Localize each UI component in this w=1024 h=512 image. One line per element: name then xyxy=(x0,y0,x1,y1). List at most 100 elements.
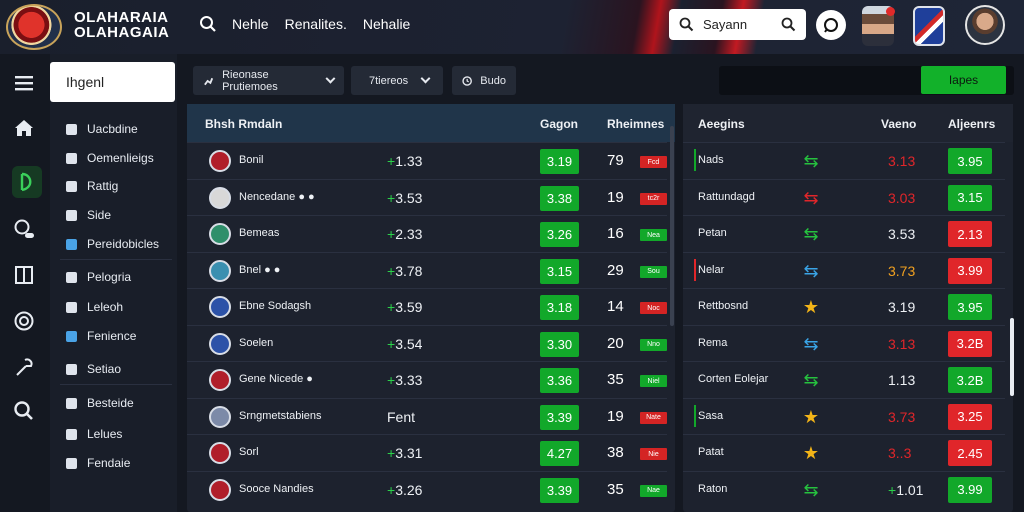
table-row[interactable]: Nelar ⇆ 3.73 3.99 xyxy=(683,251,1005,288)
team-badge-icon xyxy=(209,223,231,245)
team-name: Nelar xyxy=(698,263,725,276)
table-row[interactable]: Sasa ★ 3.73 3.25 xyxy=(683,397,1005,434)
profile-avatar[interactable] xyxy=(965,5,1005,45)
sidebar-item-6[interactable]: Pelogria xyxy=(66,268,131,286)
sidebar-item-5[interactable]: Pereidobicles xyxy=(66,235,159,253)
account-circle-button[interactable] xyxy=(816,10,846,40)
swap-icon[interactable]: ⇆ xyxy=(803,151,819,171)
odds-button[interactable]: 2.13 xyxy=(948,221,992,247)
market-filter-dropdown[interactable]: Rieonase Prutiemoes xyxy=(193,66,344,95)
sidebar-item-9[interactable]: Setiao xyxy=(66,360,121,378)
sidebar-item-4[interactable]: Side xyxy=(66,206,111,224)
nav-item-3[interactable]: Nehalie xyxy=(362,16,411,32)
table-row[interactable]: Srngmetstabiens Fent 3.39 19 Nate xyxy=(187,397,667,434)
odds-button[interactable]: 3.15 xyxy=(948,184,992,211)
side-scrollbar[interactable] xyxy=(1010,318,1014,396)
coin-icon[interactable] xyxy=(13,310,35,332)
team-badge-icon xyxy=(209,332,231,355)
table-row[interactable]: Ebne Sodagsh +3.59 3.18 14 Noc xyxy=(187,288,667,324)
sidebar-item-11[interactable]: Lelues xyxy=(66,425,122,443)
table-row[interactable]: Sorl +3.31 4.27 38 Nie xyxy=(187,434,667,470)
table-row[interactable]: Raton ⇆ +1.01 3.99 xyxy=(683,470,1005,507)
odds-button[interactable]: 3.99 xyxy=(948,476,992,503)
table-row[interactable]: Rettbosnd ★ 3.19 3.95 xyxy=(683,288,1005,324)
sidebar-item-7[interactable]: Leleoh xyxy=(66,298,123,316)
swap-icon[interactable]: ⇆ xyxy=(803,260,819,281)
clock-filter-button[interactable]: Budo xyxy=(452,66,516,95)
odds-button[interactable]: 3.15 xyxy=(540,258,579,284)
table-row[interactable]: Rattundagd ⇆ 3.03 3.15 xyxy=(683,178,1005,215)
time-filter-dropdown[interactable]: 7tiereos xyxy=(351,66,443,95)
table-row[interactable]: Bnel ● ● +3.78 3.15 29 Sou xyxy=(187,251,667,288)
star-icon[interactable]: ★ xyxy=(802,406,820,427)
table-row[interactable]: Patat ★ 3..3 2.45 xyxy=(683,434,1005,470)
odds-button[interactable]: 3.99 xyxy=(948,257,992,284)
sidebar-item-3[interactable]: Rattig xyxy=(66,177,118,195)
odds-value: +3.33 xyxy=(387,372,423,388)
star-icon[interactable]: ★ xyxy=(802,297,820,317)
table-row[interactable]: Petan ⇆ 3.53 2.13 xyxy=(683,215,1005,251)
brand-title[interactable]: OLAHARAIA OLAHAGAIA xyxy=(74,10,169,40)
sidebar-item-8[interactable]: Fenience xyxy=(66,327,136,345)
club-logo[interactable] xyxy=(6,4,62,50)
sidebar-item-1[interactable]: Uacbdine xyxy=(66,120,138,138)
odds-button[interactable]: 3.38 xyxy=(540,185,579,211)
search-icon[interactable] xyxy=(199,15,217,33)
home-icon[interactable] xyxy=(13,117,35,139)
search-icon[interactable] xyxy=(13,400,35,422)
odds-button[interactable]: 3.2B xyxy=(948,367,992,393)
star-icon[interactable]: ★ xyxy=(802,443,820,463)
odds-button[interactable]: 3.2B xyxy=(948,330,992,357)
sidebar-item-2[interactable]: Oemenlieigs xyxy=(66,149,154,167)
primary-action-button[interactable]: Iapes xyxy=(921,66,1006,94)
status-badge: Nno xyxy=(640,338,667,351)
table-row[interactable]: Gene Nicede ● +3.33 3.36 35 Niel xyxy=(187,361,667,397)
odds-button[interactable]: 3.39 xyxy=(540,477,579,503)
table-row[interactable]: Nencedane ● ● +3.53 3.38 19 tc2r xyxy=(187,178,667,215)
nav-item-2[interactable]: Renalites. xyxy=(284,16,347,32)
table-row[interactable]: Bonil +1.33 3.19 79 Fcd xyxy=(187,142,667,178)
sidebar-search-box[interactable] xyxy=(50,62,175,102)
menu-icon[interactable] xyxy=(13,72,35,94)
row-indicator xyxy=(694,149,696,171)
table-row[interactable]: Nads ⇆ 3.13 3.95 xyxy=(683,142,1005,178)
tool-icon[interactable] xyxy=(13,356,35,378)
odds-button[interactable]: 3.36 xyxy=(540,368,579,393)
search-submit-icon[interactable] xyxy=(781,17,796,32)
sidebar-search-input[interactable] xyxy=(66,72,166,92)
odds-button[interactable]: 2.45 xyxy=(948,440,992,466)
odds-button[interactable]: 3.30 xyxy=(540,331,579,357)
toggle-icon[interactable] xyxy=(13,218,35,240)
swap-icon[interactable]: ⇆ xyxy=(803,224,819,244)
table-scrollbar[interactable] xyxy=(670,126,674,326)
table-row[interactable]: Rema ⇆ 3.13 3.2B xyxy=(683,324,1005,361)
odds-value: 3.19 xyxy=(888,299,916,315)
odds-button[interactable]: 3.18 xyxy=(540,295,579,320)
table-row[interactable]: Bemeas +2.33 3.26 16 Nea xyxy=(187,215,667,251)
book-icon[interactable] xyxy=(13,264,35,286)
table-row[interactable]: Sooce Nandies +3.26 3.39 35 Nae xyxy=(187,470,667,507)
sidebar-item-12[interactable]: Fendaie xyxy=(66,454,130,472)
odds-button[interactable]: 3.19 xyxy=(540,149,579,174)
header-search-box[interactable] xyxy=(669,9,806,40)
swap-icon[interactable]: ⇆ xyxy=(803,479,819,500)
odds-button[interactable]: 3.26 xyxy=(540,222,579,247)
swap-icon[interactable]: ⇆ xyxy=(803,187,819,208)
odds-button[interactable]: 3.95 xyxy=(948,294,992,320)
odds-button[interactable]: 3.39 xyxy=(540,404,579,430)
odds-button[interactable]: 3.25 xyxy=(948,403,992,430)
team-crest-icon[interactable] xyxy=(913,6,945,46)
odds-button[interactable]: 4.27 xyxy=(540,441,579,466)
sidebar-item-10[interactable]: Besteide xyxy=(66,394,134,412)
odds-value: 3.53 xyxy=(888,226,916,242)
odds-button[interactable]: 3.95 xyxy=(948,148,992,174)
header-search-input[interactable] xyxy=(703,15,773,34)
table-row[interactable]: Soelen +3.54 3.30 20 Nno xyxy=(187,324,667,361)
sidebar-item-label: Setiao xyxy=(87,362,122,376)
nav-item-1[interactable]: Nehle xyxy=(232,16,269,32)
sport-icon[interactable] xyxy=(12,166,42,198)
swap-icon[interactable]: ⇆ xyxy=(803,370,819,390)
team-name: Bemeas xyxy=(239,227,280,239)
swap-icon[interactable]: ⇆ xyxy=(803,333,819,354)
table-row[interactable]: Corten Eolejar ⇆ 1.13 3.2B xyxy=(683,361,1005,397)
